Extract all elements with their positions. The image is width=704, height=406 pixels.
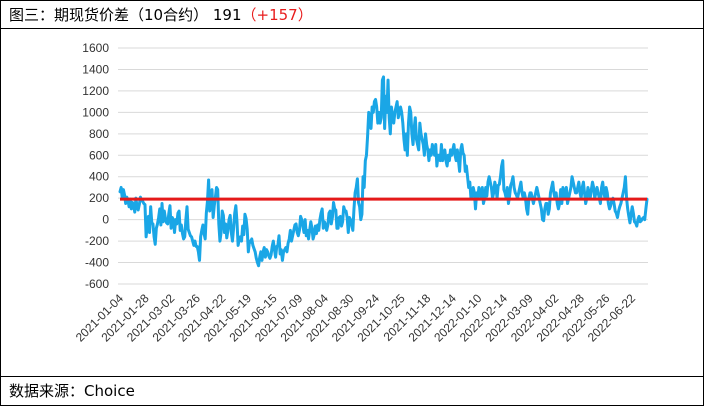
y-tick-label: 1000	[82, 105, 109, 119]
source-note: 数据来源：Choice	[1, 376, 703, 405]
y-tick-label: 800	[89, 127, 109, 141]
y-tick-label: -200	[85, 234, 109, 248]
chart-title-bar: 图三：期现货价差（10合约） 191（+157）	[1, 1, 703, 29]
gridlines	[118, 47, 648, 285]
latest-value: 191	[212, 6, 242, 24]
latest-change: （+157）	[241, 6, 313, 24]
y-tick-label: 600	[89, 148, 109, 162]
spread-line-chart: 1600 1400 1200 1000 800 600 400 200 0 -200 -400 -60…	[73, 41, 649, 345]
chart-title: 图三：期现货价差（10合约）	[9, 6, 209, 24]
y-tick-label: -400	[85, 256, 109, 270]
y-tick-label: -600	[85, 277, 109, 291]
y-tick-label: 0	[102, 213, 109, 227]
y-tick-label: 1600	[82, 41, 109, 55]
y-axis-ticks: 1600 1400 1200 1000 800 600 400 200 0 -200 -400 -60…	[82, 41, 109, 291]
y-tick-label: 1400	[82, 62, 109, 76]
series-line	[118, 75, 649, 268]
y-tick-label: 400	[89, 170, 109, 184]
y-tick-label: 1200	[82, 84, 109, 98]
y-tick-label: 200	[89, 191, 109, 205]
x-axis-ticks: 2021-01-042021-01-282021-03-022021-03-26…	[73, 291, 639, 345]
